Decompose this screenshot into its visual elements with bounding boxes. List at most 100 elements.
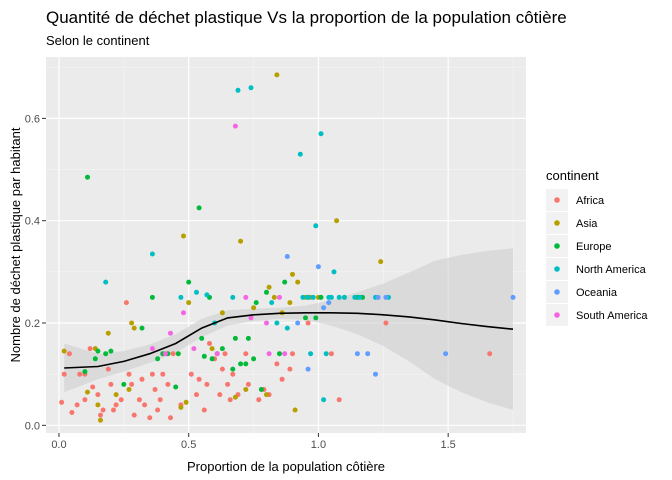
point-africa — [225, 381, 231, 387]
point-europe — [303, 315, 308, 321]
point-asia — [287, 300, 293, 306]
y-tick-label: 0.4 — [25, 216, 40, 228]
point-africa — [256, 397, 262, 403]
point-africa — [170, 351, 176, 357]
point-north-america — [305, 294, 311, 300]
point-europe — [230, 366, 236, 372]
legend-key-oceania — [554, 289, 560, 295]
point-europe — [121, 381, 127, 387]
point-asia — [251, 305, 257, 311]
point-south-america — [266, 351, 272, 357]
point-africa — [279, 376, 285, 382]
y-axis-title: Nombre de déchet plastique par habitant — [8, 127, 23, 362]
point-asia — [61, 348, 67, 354]
point-europe — [103, 351, 109, 357]
point-europe — [264, 289, 269, 295]
point-south-america — [277, 294, 282, 300]
point-africa — [82, 397, 88, 403]
point-north-america — [204, 292, 210, 298]
point-north-america — [321, 397, 327, 403]
x-tick-label: 0.5 — [181, 439, 196, 451]
legend-label-south-america: South America — [576, 310, 648, 322]
point-africa — [69, 410, 75, 415]
point-south-america — [168, 330, 173, 336]
point-africa — [165, 381, 171, 387]
point-europe — [238, 361, 244, 367]
point-africa — [207, 341, 212, 346]
point-asia — [85, 389, 90, 395]
legend-key-asia — [554, 220, 560, 226]
point-asia — [98, 417, 103, 423]
point-north-america — [357, 294, 363, 300]
point-africa — [129, 381, 135, 387]
point-south-america — [248, 315, 254, 321]
point-africa — [305, 320, 311, 326]
y-tick-label: 0.0 — [25, 420, 40, 432]
legend-label-africa: Africa — [576, 195, 605, 207]
point-africa — [243, 351, 249, 357]
point-south-america — [282, 351, 288, 357]
point-africa — [336, 397, 342, 403]
point-europe — [199, 335, 205, 341]
point-south-america — [162, 351, 168, 357]
point-africa — [118, 397, 124, 403]
legend: continent Africa Asia Europe North America O… — [546, 168, 648, 326]
point-asia — [186, 300, 192, 306]
point-north-america — [230, 294, 236, 300]
point-europe — [318, 294, 324, 300]
point-asia — [131, 325, 137, 331]
point-south-america — [191, 346, 197, 352]
legend-key-europe — [554, 243, 560, 249]
point-asia — [113, 392, 119, 398]
point-north-america — [194, 289, 199, 295]
point-africa — [217, 392, 223, 398]
point-africa — [139, 376, 145, 382]
y-axis-ticks: 0.0 0.2 0.4 0.6 — [25, 113, 46, 432]
point-asia — [292, 407, 298, 413]
point-africa — [152, 387, 158, 392]
point-asia — [181, 233, 186, 239]
chart-subtitle: Selon le continent — [46, 33, 150, 48]
point-asia — [126, 387, 132, 392]
point-africa — [287, 366, 293, 372]
point-africa — [204, 381, 210, 387]
point-africa — [142, 402, 148, 408]
point-north-america — [103, 279, 109, 285]
point-asia — [129, 320, 135, 326]
point-north-america — [274, 320, 280, 326]
point-europe — [232, 335, 238, 341]
point-asia — [271, 294, 277, 300]
point-europe — [209, 356, 215, 362]
point-oceania — [443, 351, 449, 357]
point-asia — [334, 218, 340, 224]
point-africa — [290, 351, 295, 357]
x-tick-label: 0.0 — [51, 439, 66, 451]
point-africa — [222, 351, 228, 357]
point-europe — [251, 356, 257, 362]
point-asia — [378, 259, 384, 265]
point-asia — [290, 271, 295, 277]
point-africa — [95, 392, 101, 398]
point-europe — [149, 294, 155, 300]
point-africa — [168, 415, 173, 421]
point-europe — [92, 356, 98, 362]
point-north-america — [331, 269, 337, 275]
point-europe — [85, 174, 90, 180]
point-europe — [108, 348, 114, 354]
point-north-america — [308, 351, 314, 357]
point-africa — [59, 399, 65, 405]
point-asia — [209, 346, 215, 352]
point-europe — [196, 205, 202, 211]
point-oceania — [305, 366, 311, 372]
point-north-america — [284, 325, 290, 331]
point-north-america — [178, 294, 184, 300]
point-north-america — [300, 294, 306, 300]
x-tick-label: 1.0 — [311, 439, 326, 451]
point-north-america — [336, 294, 342, 300]
point-oceania — [365, 351, 371, 357]
point-asia — [264, 392, 269, 398]
point-south-america — [181, 310, 186, 316]
point-europe — [186, 279, 192, 285]
x-axis-ticks: 0.0 0.5 1.0 1.5 — [51, 433, 456, 451]
